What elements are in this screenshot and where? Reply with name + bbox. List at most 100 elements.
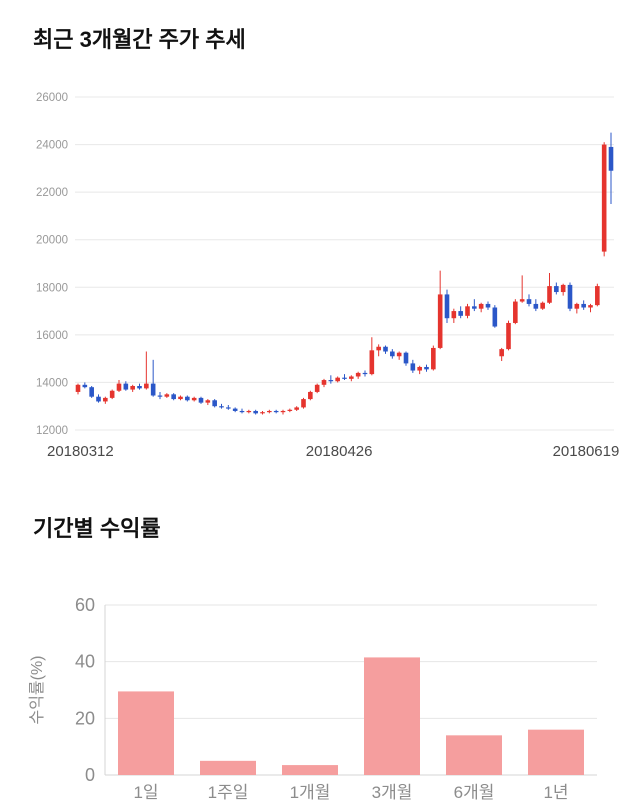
- bar: [528, 729, 584, 775]
- candle-body: [390, 351, 395, 357]
- candle-body: [198, 397, 204, 403]
- y-tick-label: 22000: [36, 187, 68, 199]
- candle-body: [437, 294, 443, 348]
- candle-body: [533, 303, 539, 309]
- candle-body: [342, 377, 347, 379]
- candle-body: [431, 347, 436, 370]
- candle-body: [608, 146, 614, 171]
- candle-body: [301, 399, 306, 408]
- candle-body: [239, 410, 245, 413]
- candle-body: [314, 384, 320, 392]
- bar: [446, 735, 502, 775]
- candle-body: [396, 352, 402, 357]
- candle-body: [560, 284, 566, 293]
- candle-body: [335, 377, 340, 382]
- candle-body: [280, 410, 286, 413]
- candle-body: [403, 352, 409, 364]
- candle-body: [226, 407, 231, 409]
- candle-body: [191, 397, 197, 401]
- candle-body: [116, 383, 122, 391]
- candle-body: [485, 303, 491, 308]
- candle-body: [506, 322, 511, 350]
- candles: [75, 132, 614, 415]
- bar: [200, 760, 256, 775]
- candle-body: [362, 372, 368, 375]
- price-trend-title: 최근 3개월간 주가 추세: [33, 27, 246, 52]
- candle-body: [157, 395, 163, 397]
- candle-body: [355, 372, 361, 377]
- y-tick-label: 12000: [36, 425, 68, 437]
- candle-body: [75, 384, 81, 392]
- candle-body: [82, 384, 88, 388]
- candle-body: [130, 385, 135, 390]
- candle-body: [232, 408, 238, 411]
- x-category-label: 1주일: [208, 783, 249, 802]
- y-tick-label: 0: [85, 765, 95, 785]
- candle-body: [458, 311, 463, 316]
- candle-body: [171, 394, 176, 400]
- bar: [364, 657, 420, 775]
- x-category-label: 3개월: [372, 783, 413, 802]
- candle-body: [109, 390, 115, 398]
- y-tick-label: 24000: [36, 140, 68, 152]
- grid-lines: [75, 96, 614, 431]
- y-tick-label: 20000: [36, 235, 68, 247]
- candle-body: [574, 303, 580, 309]
- candle-body: [349, 376, 354, 379]
- x-category-label: 1일: [133, 783, 158, 802]
- candle-body: [260, 412, 265, 414]
- returns-title: 기간별 수익률: [33, 516, 161, 541]
- candle-body: [513, 301, 518, 323]
- candle-body: [150, 383, 156, 396]
- x-category-label: 1년: [543, 783, 568, 802]
- candle-body: [567, 284, 573, 309]
- bar: [282, 765, 338, 775]
- candle-body: [144, 383, 149, 389]
- candle-body: [499, 349, 504, 357]
- candle-body: [540, 302, 545, 309]
- candle-body: [417, 366, 422, 371]
- returns-bar-chart: 0 20 40 60 수익률(%) 1일 1주일 1개월 3개월 6개월 1년: [28, 595, 597, 802]
- candle-body: [246, 410, 252, 413]
- x-category-label: 1개월: [290, 783, 331, 802]
- candle-body: [321, 380, 327, 385]
- x-category-label: 6개월: [454, 783, 495, 802]
- candle-body: [308, 391, 313, 400]
- y-tick-label: 40: [75, 652, 95, 672]
- candle-body: [601, 144, 607, 252]
- candle-body: [267, 410, 272, 413]
- candle-body: [410, 363, 416, 371]
- y-axis-title: 수익률(%): [28, 655, 46, 724]
- candle-body: [588, 305, 593, 308]
- x-tick-label: 20180426: [306, 443, 373, 460]
- candle-body: [581, 303, 586, 308]
- candle-body: [123, 383, 129, 390]
- candle-body: [547, 286, 552, 303]
- candle-body: [219, 406, 224, 408]
- y-tick-label: 20: [75, 708, 95, 728]
- candle-body: [287, 409, 293, 411]
- candle-body: [383, 346, 388, 352]
- candle-body: [595, 286, 600, 306]
- candle-body: [178, 396, 183, 400]
- candle-body: [369, 350, 375, 375]
- axis-labels: 12000 14000 16000 18000 20000 22000 24000 26000…: [36, 92, 619, 460]
- candle-body: [185, 396, 190, 401]
- y-tick-label: 14000: [36, 377, 68, 389]
- candle-body: [519, 299, 525, 302]
- candle-body: [376, 346, 381, 351]
- bars: 1일 1주일 1개월 3개월 6개월 1년: [118, 657, 584, 802]
- candle-body: [212, 400, 217, 407]
- candle-body: [424, 366, 429, 370]
- x-tick-label: 20180312: [47, 443, 114, 460]
- candle-body: [478, 303, 484, 309]
- candle-body: [328, 380, 334, 382]
- y-tick-label: 26000: [36, 92, 68, 104]
- candle-body: [253, 410, 258, 414]
- grid-lines: 0 20 40 60: [75, 595, 597, 785]
- candle-body: [294, 407, 299, 410]
- y-tick-label: 60: [75, 595, 95, 615]
- candle-body: [273, 410, 279, 413]
- candle-body: [465, 306, 470, 316]
- y-tick-label: 18000: [36, 282, 68, 294]
